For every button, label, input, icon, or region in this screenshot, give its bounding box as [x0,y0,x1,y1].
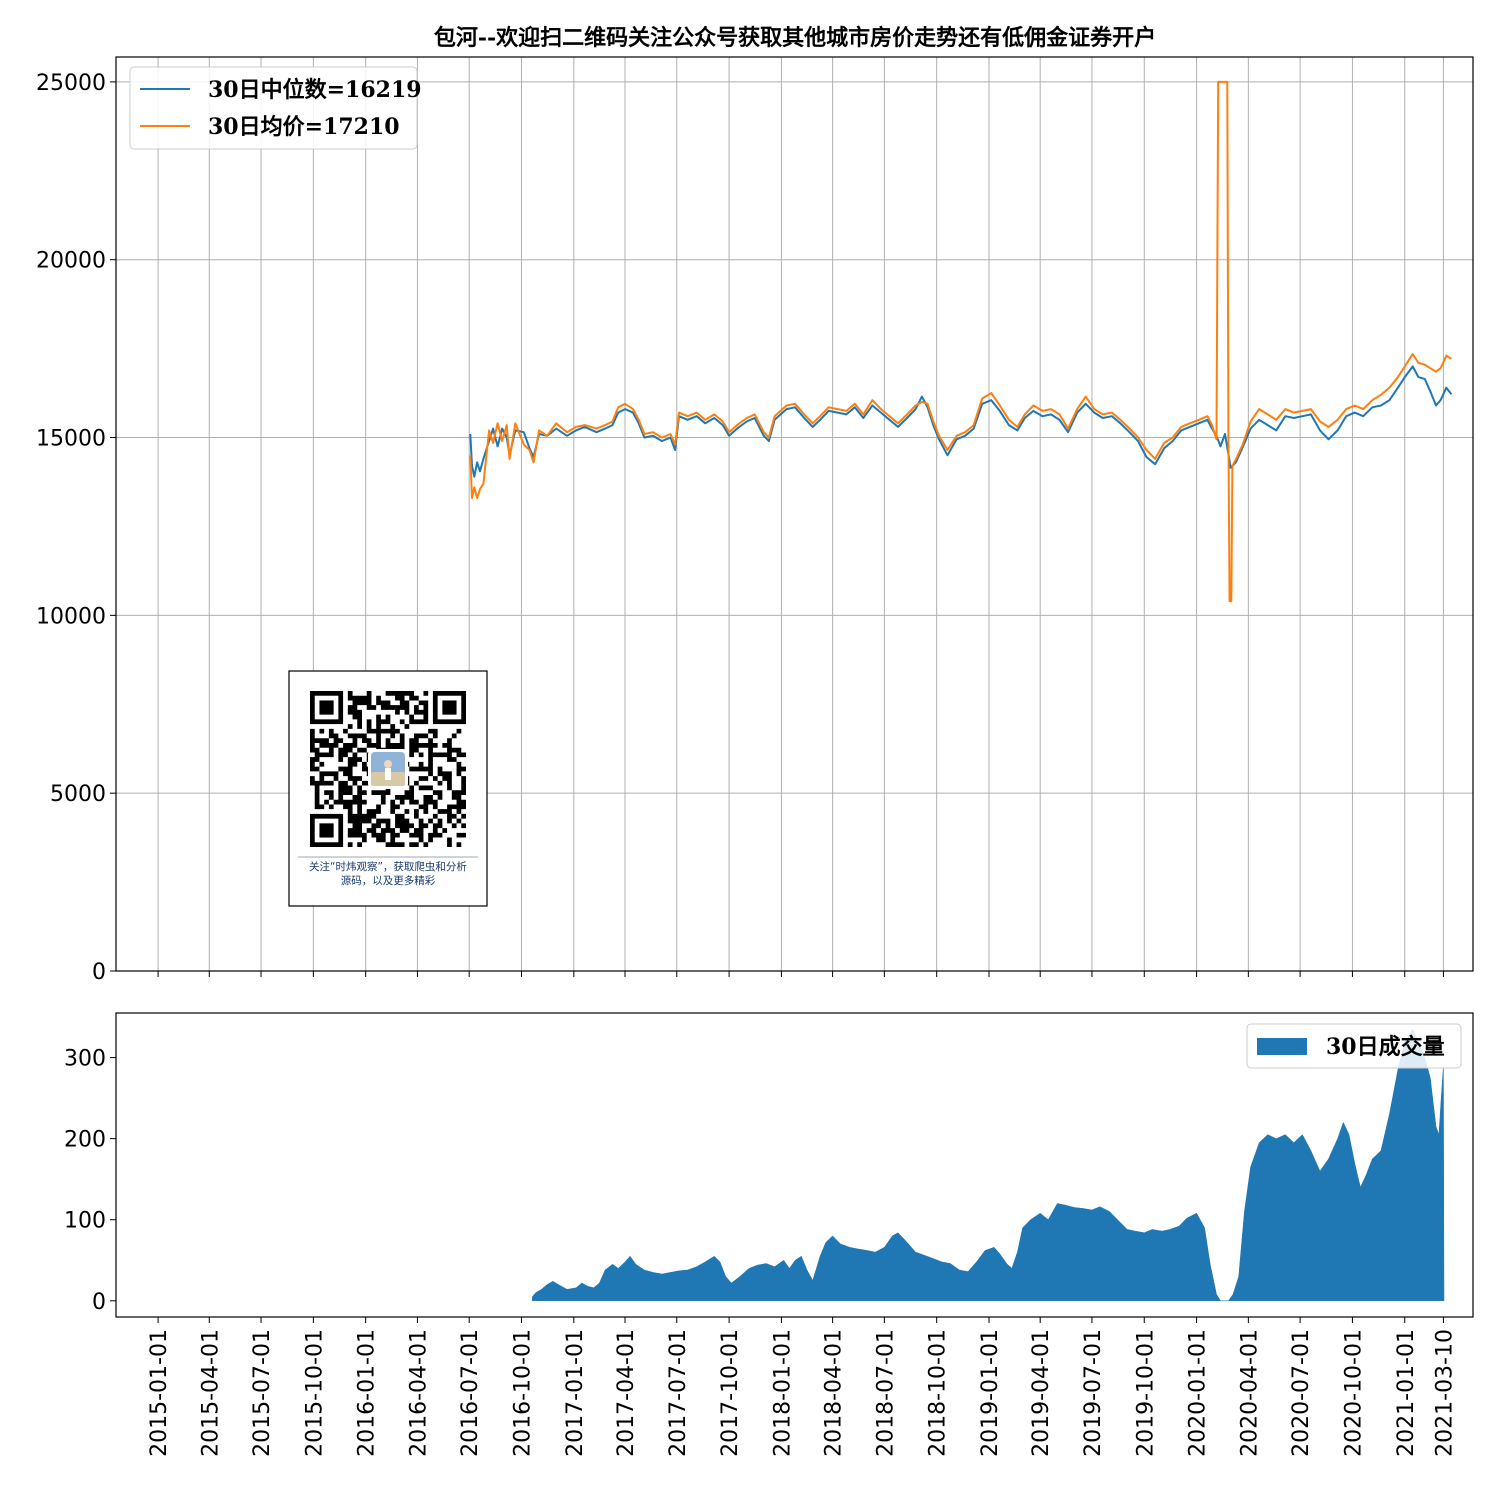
x-tick-label: 2015-04-01 [198,1329,223,1457]
legend-label-median: 30日中位数=16219 [208,77,422,103]
x-tick-label: 2017-07-01 [666,1329,691,1457]
top-axes-frame [115,56,1474,972]
x-tick-label: 2016-01-01 [355,1329,380,1457]
x-axis: 2015-01-01 2015-04-01 2015-07-01 2015-10-01… [147,1317,1457,1457]
volume-area [532,1028,1445,1302]
qr-caption-line1: 关注“时炜观察”，获取爬虫和分析 [309,860,467,873]
x-tick-label: 2020-07-01 [1289,1329,1314,1457]
x-tick-label: 2016-10-01 [511,1329,536,1457]
price-y-tick-label: 15000 [36,427,106,452]
volume-y-tick-label: 300 [64,1047,106,1072]
x-tick-label: 2018-01-01 [770,1329,795,1457]
median-price-line [469,365,1453,478]
x-tick-label: 2017-01-01 [563,1329,588,1457]
price-y-axis: 0 5000 10000 15000 20000 25000 [36,71,116,985]
qr-finder-center [319,700,334,715]
qr-modules [310,691,466,847]
volume-legend-box [1246,1023,1462,1069]
x-tick-label: 2016-04-01 [406,1329,431,1457]
x-tick-label: 2018-07-01 [873,1329,898,1457]
x-tick-label: 2018-04-01 [822,1329,847,1457]
qr-finder-center [319,823,334,838]
x-tick-label: 2018-10-01 [926,1329,951,1457]
price-legend-box [129,66,418,150]
x-tick-label: 2021-03-10 [1432,1329,1457,1457]
x-tick-label: 2020-10-01 [1341,1329,1366,1457]
volume-panel: 0 100 200 300 2015-01-01 2015-04-01 2015-07-0… [64,1012,1474,1457]
qr-code-image [310,691,466,847]
bottom-axes-frame [115,1012,1474,1318]
x-tick-label: 2021-01-01 [1394,1329,1419,1457]
x-tick-label: 2017-04-01 [614,1329,639,1457]
price-lines [469,80,1453,603]
x-tick-label: 2015-01-01 [147,1329,172,1457]
x-tick-label: 2019-10-01 [1133,1329,1158,1457]
price-y-tick-label: 10000 [36,604,106,629]
x-tick-label: 2016-07-01 [458,1329,483,1457]
x-tick-label: 2019-07-01 [1081,1329,1106,1457]
qr-finder-center [442,700,457,715]
x-tick-label: 2020-04-01 [1237,1329,1262,1457]
price-legend: 30日中位数=16219 30日均价=17210 [129,66,422,150]
x-tick-label: 2015-07-01 [250,1329,275,1457]
price-y-tick-label: 0 [92,960,106,985]
volume-y-tick-label: 0 [92,1290,106,1315]
qr-caption-line2: 源码，以及更多精彩 [341,874,436,887]
x-tick-label: 2019-01-01 [978,1329,1003,1457]
price-y-tick-label: 5000 [50,782,106,807]
x-tick-label: 2015-10-01 [302,1329,327,1457]
legend-label-average: 30日均价=17210 [208,114,400,140]
legend-swatch-volume [1257,1038,1307,1055]
price-x-tick-marks [157,971,1444,977]
x-tick-label: 2019-04-01 [1029,1329,1054,1457]
average-price-line [469,80,1452,603]
volume-y-tick-label: 100 [64,1209,106,1234]
volume-legend: 30日成交量 [1246,1023,1462,1069]
volume-y-tick-label: 200 [64,1128,106,1153]
legend-label-volume: 30日成交量 [1326,1034,1445,1060]
qr-code-card: 关注“时炜观察”，获取爬虫和分析 源码，以及更多精彩 [288,670,488,907]
qr-center-avatar [368,749,408,789]
price-y-tick-label: 25000 [36,71,106,96]
x-tick-label: 2017-10-01 [718,1329,743,1457]
volume-y-axis: 0 100 200 300 [64,1047,116,1315]
price-y-tick-label: 20000 [36,249,106,274]
x-tick-label: 2020-01-01 [1186,1329,1211,1457]
volume-area-fill [532,1028,1445,1302]
chart-title: 包河--欢迎扫二维码关注公众号获取其他城市房价走势还有低佣金证券开户 [434,25,1156,51]
